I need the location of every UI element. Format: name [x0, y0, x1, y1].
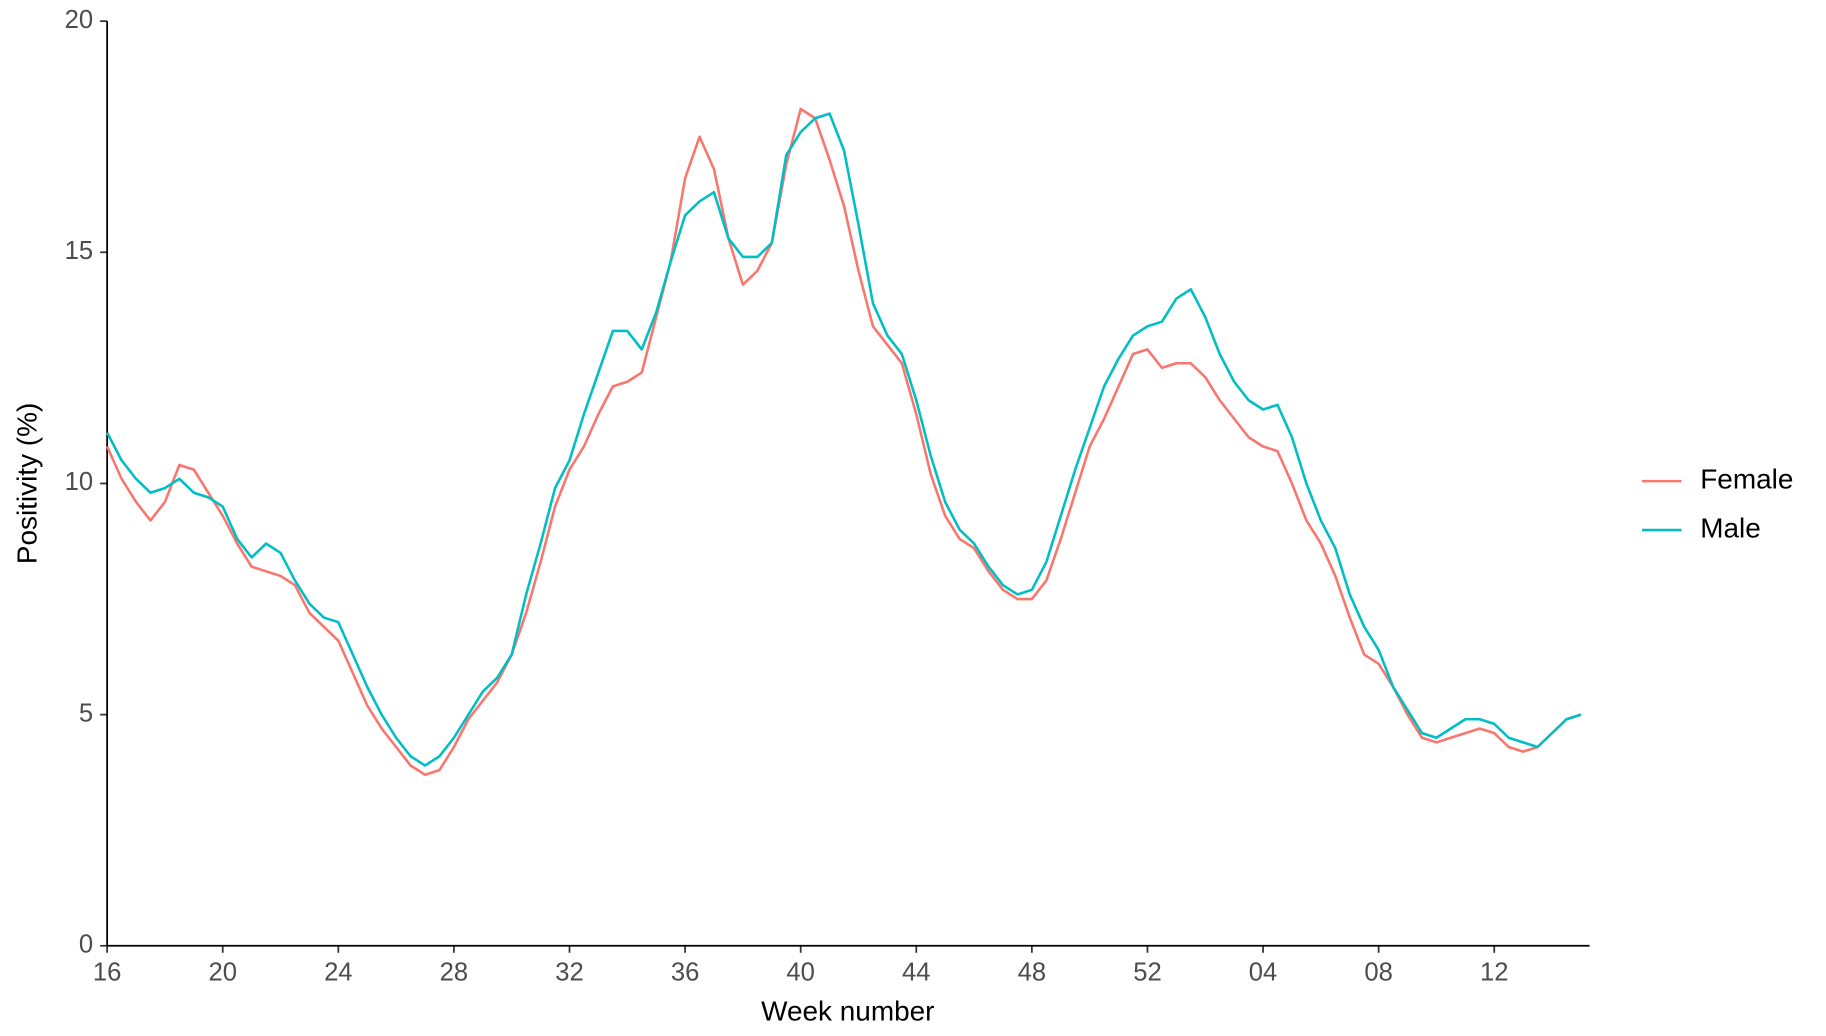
x-tick-label: 16 [93, 959, 122, 987]
x-tick-label: 12 [1480, 959, 1509, 987]
y-axis-title: Positivity (%) [11, 403, 42, 564]
legend-label: Male [1700, 512, 1761, 543]
x-tick-label: 48 [1018, 959, 1046, 987]
y-tick-label: 15 [65, 237, 94, 265]
series-line [106, 112, 1582, 767]
x-tick-label: 20 [208, 959, 237, 987]
x-tick-label: 52 [1133, 959, 1162, 987]
series-line [105, 107, 1582, 777]
x-axis-title: Week number [761, 996, 934, 1027]
x-tick-label: 24 [324, 959, 353, 987]
y-tick-label: 0 [79, 931, 93, 959]
legend-label: Female [1700, 464, 1793, 495]
x-tick-label: 28 [440, 959, 469, 987]
x-tick-label: 36 [671, 959, 700, 987]
y-tick-label: 20 [65, 6, 94, 34]
y-tick-label: 10 [65, 468, 94, 496]
x-tick-label: 04 [1249, 959, 1278, 987]
x-tick-label: 08 [1364, 959, 1392, 987]
x-tick-label: 32 [555, 959, 584, 987]
x-tick-label: 40 [786, 959, 814, 987]
x-tick-label: 44 [902, 959, 931, 987]
y-tick-label: 5 [79, 699, 93, 727]
